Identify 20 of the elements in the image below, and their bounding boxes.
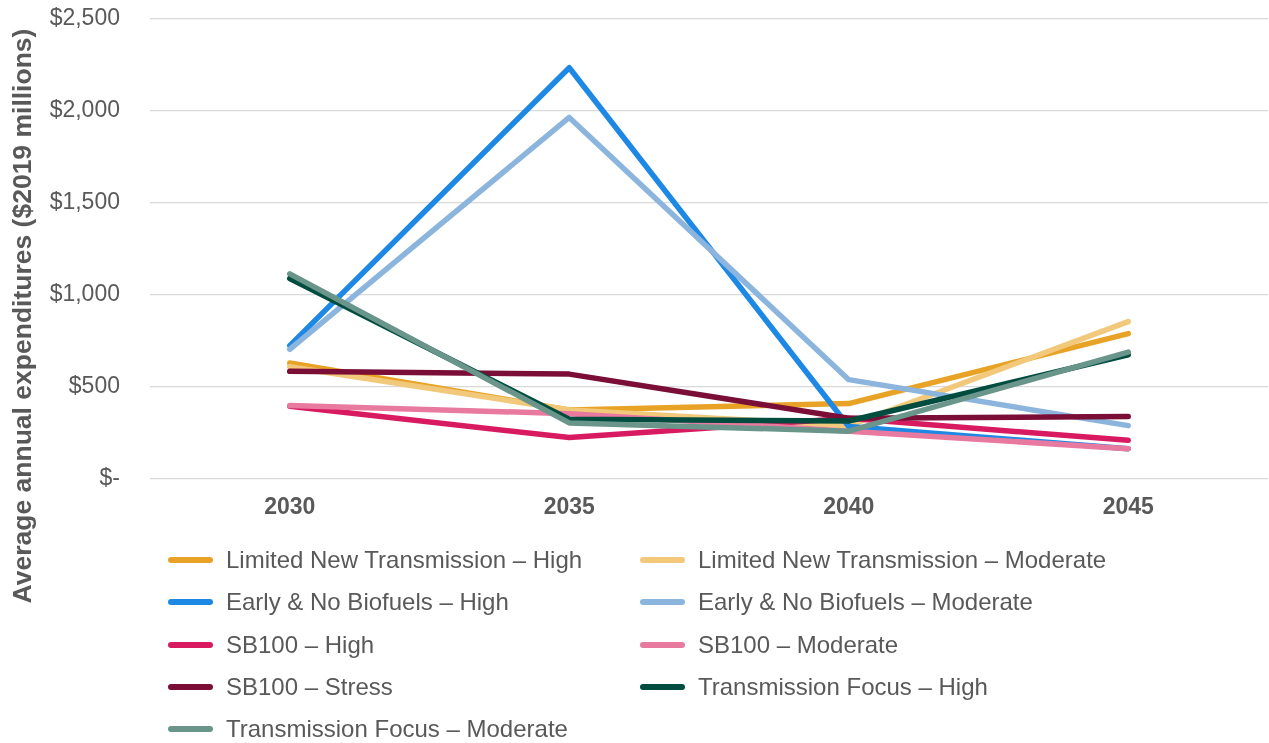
- y-tick-label: $2,000: [49, 96, 120, 123]
- legend-label: Early & No Biofuels – High: [226, 588, 509, 617]
- legend-label: Transmission Focus – High: [698, 673, 988, 702]
- legend-label: SB100 – High: [226, 630, 375, 659]
- legend-label: SB100 – Stress: [226, 673, 393, 702]
- legend-label: Limited New Transmission – High: [226, 546, 583, 575]
- y-axis-title: Average annual expenditures ($2019 millions): [6, 28, 38, 604]
- x-tick-label: 2035: [543, 493, 596, 520]
- legend-label: Limited New Transmission – Moderate: [698, 546, 1107, 575]
- legend-label: Transmission Focus – Moderate: [226, 715, 568, 743]
- y-tick-label: $2,500: [49, 4, 120, 31]
- x-tick-label: 2030: [264, 493, 316, 520]
- y-tick-label: $1,000: [49, 280, 120, 307]
- y-tick-label: $1,500: [49, 188, 120, 215]
- legend-label: SB100 – Moderate: [698, 630, 899, 659]
- y-tick-label: $-: [99, 464, 120, 491]
- x-tick-label: 2045: [1102, 493, 1155, 520]
- legend-label: Early & No Biofuels – Moderate: [698, 588, 1033, 617]
- y-tick-label: $500: [68, 372, 120, 399]
- x-tick-label: 2040: [823, 493, 875, 520]
